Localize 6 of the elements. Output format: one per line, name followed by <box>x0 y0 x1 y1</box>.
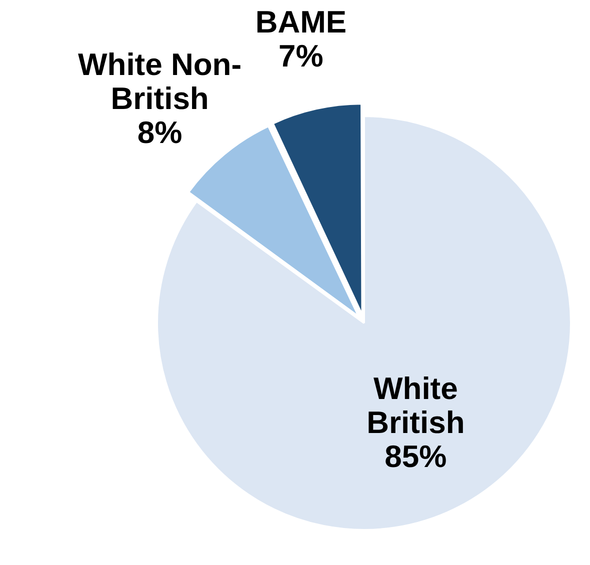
slice-label: BAME <box>255 4 347 40</box>
slice-label: White British <box>366 370 465 440</box>
data-label: 7% <box>278 38 324 74</box>
data-label: 85% <box>384 438 447 474</box>
data-label: 8% <box>137 114 182 150</box>
slice-label: White Non-British <box>78 46 242 116</box>
